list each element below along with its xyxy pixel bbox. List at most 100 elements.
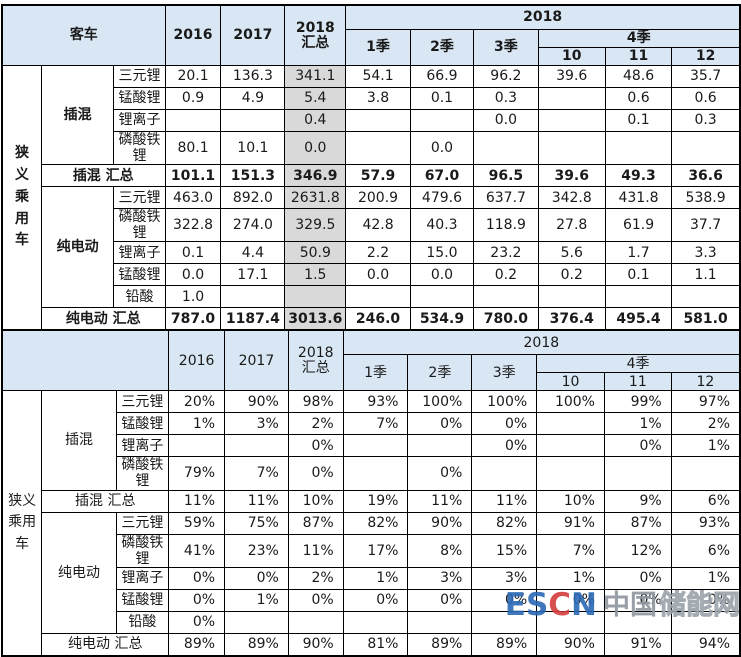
- table-row: 狭义乘用车 插混 三元锂 20.1 136.3 341.1 54.1 66.9 96.2 39.6…: [1, 64, 741, 331]
- quarter-header: 1季: [342, 354, 409, 392]
- month-header: 12: [670, 372, 741, 392]
- value-cell: 1%: [670, 434, 741, 458]
- value-cell: 0%: [471, 412, 538, 436]
- value-cell: 0.0: [164, 263, 222, 287]
- table-row: 锂离子 0% 0% 2% 1% 3% 3% 1% 0% 1%: [2, 566, 741, 590]
- value-cell: 2%: [670, 412, 741, 436]
- total-value-cell: 10%: [536, 489, 605, 513]
- total-value-cell: 39.6: [537, 164, 606, 188]
- table-row: 锂离子 0.4 0.0 0.1 0.3: [2, 109, 741, 132]
- total-value-cell: 81%: [342, 632, 409, 657]
- value-cell: 93%: [670, 511, 741, 535]
- value-cell: 0.6: [671, 87, 741, 110]
- year-column-header: 2017: [224, 329, 289, 392]
- total-column-header: 2018 汇总: [284, 4, 347, 66]
- value-cell: 3%: [224, 412, 289, 436]
- total-value-cell: 780.0: [473, 307, 539, 331]
- year-column-header: 2017: [220, 4, 286, 66]
- value-cell: 3%: [471, 566, 538, 590]
- value-cell: [168, 434, 226, 458]
- quarter-header: 1季: [345, 29, 411, 66]
- value-cell: 0.1: [409, 87, 475, 110]
- value-cell: 59%: [168, 511, 226, 535]
- value-cell: 2%: [287, 566, 344, 590]
- value-cell: 0.2: [537, 263, 606, 287]
- value-cell: 96.2: [473, 65, 539, 88]
- total-value-cell: 11%: [224, 489, 289, 513]
- battery-type-label: 磷酸铁锂: [113, 130, 166, 166]
- value-cell: [345, 130, 411, 166]
- total-value-cell: 246.0: [345, 307, 411, 331]
- group-total-label: 插混 汇总: [40, 164, 166, 188]
- month-header: 11: [603, 372, 672, 392]
- value-cell: 99%: [603, 390, 672, 414]
- value-cell: 7%: [224, 456, 289, 491]
- total-value-cell: 94%: [670, 632, 741, 657]
- battery-type-label: 三元锂: [115, 390, 170, 414]
- value-cell: 1%: [224, 588, 289, 612]
- value-cell: 12%: [603, 533, 672, 568]
- total-header-line1: 2018: [297, 345, 334, 362]
- value-cell: 8%: [407, 533, 473, 568]
- value-cell: 0%: [168, 566, 226, 590]
- total-value-cell: 91%: [603, 632, 672, 657]
- group-total-row: 插混 汇总 11% 11% 10% 19% 11% 11% 10% 9% 6%: [2, 489, 741, 513]
- total-value-cell: 581.0: [671, 307, 741, 331]
- value-cell: 0%: [287, 588, 344, 612]
- table-row: 锰酸锂 0.0 17.1 1.5 0.0 0.0 0.2 0.2 0.1 1.1: [2, 263, 741, 287]
- value-cell: 97%: [670, 390, 741, 414]
- value-cell: [407, 434, 473, 458]
- total-value-cell: 89%: [407, 632, 473, 657]
- table-row: 锰酸锂 0.9 4.9 5.4 3.8 0.1 0.3 0.6 0.6: [2, 87, 741, 110]
- value-cell: 0%: [471, 588, 538, 612]
- month-header: 11: [604, 47, 673, 66]
- table-row: 磷酸铁锂 41% 23% 11% 17% 8% 15% 7% 12% 6%: [2, 533, 741, 568]
- value-cell: [409, 109, 475, 132]
- value-cell: 0%: [287, 456, 344, 491]
- value-cell: [345, 109, 411, 132]
- value-cell: [536, 610, 605, 634]
- quarter-header: 3季: [471, 354, 538, 392]
- report-table-page: 客车 2016 2017 2018 汇总 2018 1季 2季 3季 4季 10 11 12 狭义乘用车插…: [1, 4, 741, 657]
- value-cell: [342, 610, 409, 634]
- total-value-cell: 96.5: [473, 164, 539, 188]
- value-cell: 0.0: [409, 130, 475, 166]
- value-cell: 79%: [168, 456, 226, 491]
- value-cell: 3.3: [671, 241, 741, 265]
- value-cell: 431.8: [604, 186, 673, 210]
- value-cell: 463.0: [164, 186, 222, 210]
- table-row: 锰酸锂 1% 3% 2% 7% 0% 0% 1% 2%: [2, 412, 741, 436]
- value-cell: 17%: [342, 533, 409, 568]
- value-cell: 100%: [407, 390, 473, 414]
- total-value-cell: 787.0: [164, 307, 222, 331]
- value-cell: [670, 610, 741, 634]
- total-header-line2: 汇总: [301, 34, 330, 51]
- value-cell: 20.1: [164, 65, 222, 88]
- value-cell: [537, 87, 606, 110]
- value-cell: 7%: [536, 533, 605, 568]
- total-value-cell: 11%: [168, 489, 226, 513]
- value-cell: 1%: [342, 566, 409, 590]
- battery-type-label: 锰酸锂: [115, 588, 170, 612]
- battery-type-label: 铅酸: [115, 610, 170, 634]
- total-value-cell: 534.9: [409, 307, 475, 331]
- battery-type-label: 磷酸铁锂: [113, 208, 166, 243]
- value-cell: 90%: [407, 511, 473, 535]
- total-value-cell: 151.3: [220, 164, 286, 188]
- total-value-cell: 57.9: [345, 164, 411, 188]
- total-value-cell: 6%: [670, 489, 741, 513]
- total-value-cell: 346.9: [284, 164, 347, 188]
- value-cell: [407, 610, 473, 634]
- value-cell: 1%: [670, 566, 741, 590]
- table-row: 磷酸铁锂 80.1 10.1 0.0 0.0: [2, 130, 741, 166]
- group-total-label: 插混 汇总: [41, 489, 170, 513]
- total-column-header: 2018 汇总: [287, 329, 344, 392]
- year-column-header: 2016: [168, 329, 226, 392]
- value-cell: 274.0: [220, 208, 286, 243]
- total-value-cell: 10%: [287, 489, 344, 513]
- value-cell: 342.8: [537, 186, 606, 210]
- value-cell: 7%: [342, 412, 409, 436]
- value-cell: 82%: [342, 511, 409, 535]
- value-cell: 1.7: [604, 241, 673, 265]
- value-cell: [287, 610, 344, 634]
